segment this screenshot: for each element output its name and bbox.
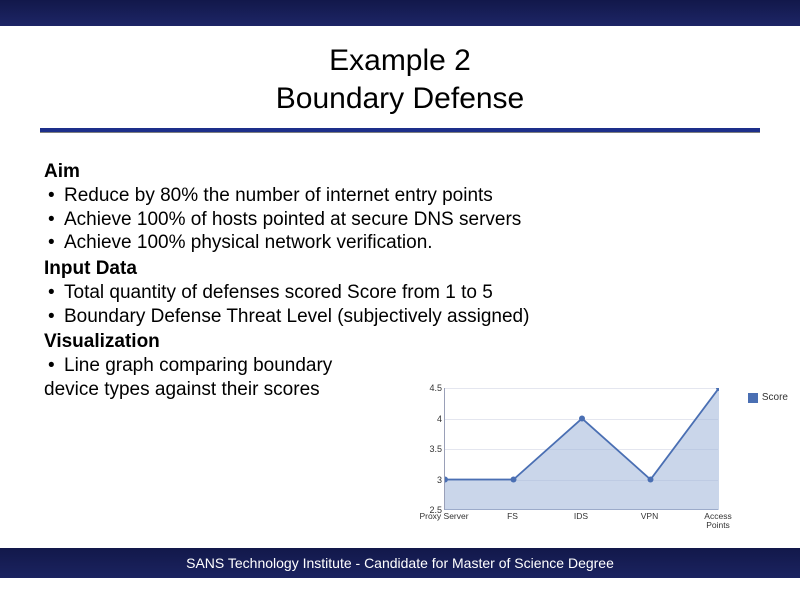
slide-title: Example 2 Boundary Defense — [0, 42, 800, 117]
aim-bullet: Reduce by 80% the number of internet ent… — [44, 184, 764, 208]
body-content: Aim Reduce by 80% the number of internet… — [44, 158, 764, 402]
top-band — [0, 0, 800, 26]
legend-swatch — [748, 393, 758, 403]
ytick-label: 3.5 — [416, 444, 444, 454]
slide: Example 2 Boundary Defense Aim Reduce by… — [0, 0, 800, 600]
xtick-label: VPN — [641, 512, 658, 521]
viz-bullet: Line graph comparing boundary — [44, 354, 764, 378]
input-heading: Input Data — [44, 257, 764, 281]
chart-plot — [445, 388, 719, 510]
bottom-gap — [0, 578, 800, 600]
aim-bullet: Achieve 100% of hosts pointed at secure … — [44, 208, 764, 232]
ytick-label: 4 — [416, 414, 444, 424]
bottom-band: SANS Technology Institute - Candidate fo… — [0, 548, 800, 578]
xtick-label: Proxy Server — [419, 512, 468, 521]
footer-text: SANS Technology Institute - Candidate fo… — [186, 555, 614, 571]
chart-axes — [444, 388, 718, 510]
title-underline — [40, 128, 760, 133]
ytick-label: 4.5 — [416, 383, 444, 393]
xtick-label: AccessPoints — [704, 512, 731, 531]
input-bullet: Boundary Defense Threat Level (subjectiv… — [44, 305, 764, 329]
viz-heading: Visualization — [44, 330, 764, 354]
title-line-2: Boundary Defense — [0, 80, 800, 118]
score-chart: 2.533.544.5 Proxy ServerFSIDSVPNAccessPo… — [416, 388, 788, 526]
xtick-label: FS — [507, 512, 518, 521]
title-line-1: Example 2 — [0, 42, 800, 80]
ytick-label: 3 — [416, 475, 444, 485]
aim-heading: Aim — [44, 160, 764, 184]
aim-bullet: Achieve 100% physical network verificati… — [44, 231, 764, 255]
xtick-label: IDS — [574, 512, 588, 521]
input-bullet: Total quantity of defenses scored Score … — [44, 281, 764, 305]
legend-label: Score — [762, 392, 788, 403]
chart-legend: Score — [748, 392, 788, 403]
